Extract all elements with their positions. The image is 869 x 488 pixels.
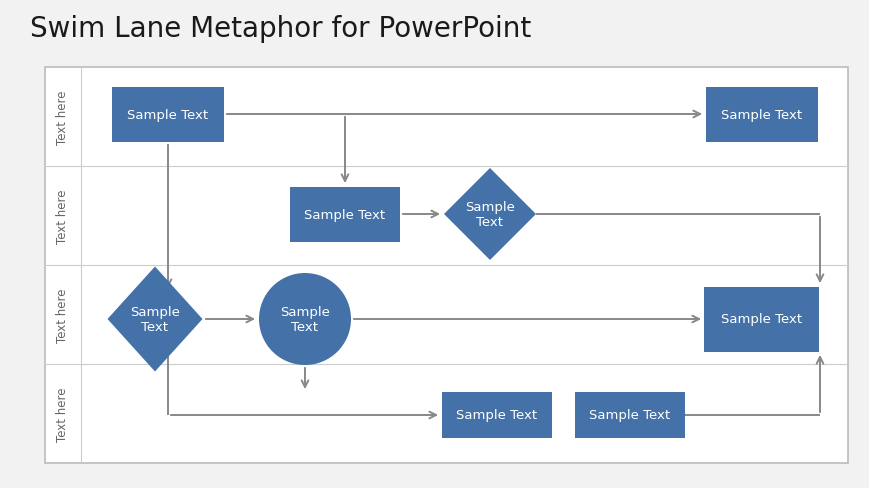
Polygon shape [108, 267, 202, 372]
Circle shape [259, 273, 350, 365]
Polygon shape [443, 169, 535, 261]
Text: Swim Lane Metaphor for PowerPoint: Swim Lane Metaphor for PowerPoint [30, 15, 531, 43]
Text: Text here: Text here [56, 287, 70, 342]
Text: Sample Text: Sample Text [589, 408, 670, 422]
Bar [45, 68, 847, 463]
Text: Sample
Text: Sample Text [280, 305, 329, 333]
Bar [112, 87, 223, 142]
Text: Sample
Text: Sample Text [129, 305, 180, 333]
Bar [441, 392, 551, 438]
Text: Sample Text: Sample Text [127, 108, 209, 121]
Text: Sample Text: Sample Text [304, 208, 385, 221]
Bar [705, 87, 817, 142]
Bar [289, 187, 400, 242]
Text: Sample Text: Sample Text [456, 408, 537, 422]
Text: Sample Text: Sample Text [720, 108, 801, 121]
Text: Sample
Text: Sample Text [465, 201, 514, 228]
Text: Text here: Text here [56, 90, 70, 144]
Text: Text here: Text here [56, 386, 70, 441]
Bar [574, 392, 684, 438]
Bar [704, 287, 819, 352]
Text: Text here: Text here [56, 189, 70, 243]
Text: Sample Text: Sample Text [720, 313, 801, 326]
